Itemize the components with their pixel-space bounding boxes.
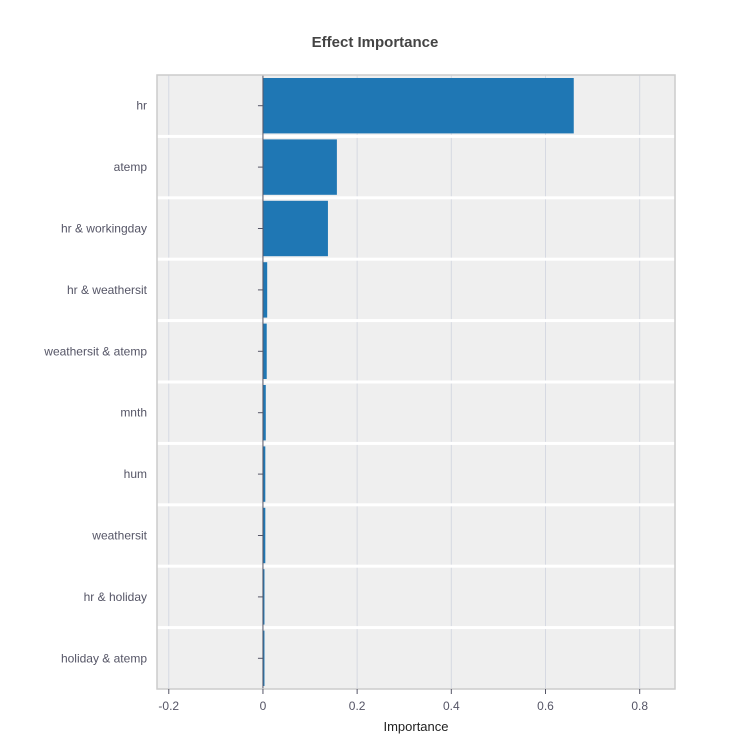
y-tick-label: holiday & atemp	[61, 651, 147, 665]
y-tick-label: hr & weathersit	[67, 283, 148, 297]
band-separator	[157, 380, 675, 384]
band-separator	[157, 196, 675, 200]
y-axis-ticks: hr atemp hr & workingday hr & weathersit wea…	[43, 99, 263, 665]
bar	[262, 385, 266, 441]
chart-title: Effect Importance	[311, 34, 439, 51]
bar	[262, 139, 337, 195]
x-tick-label: -0.2	[158, 699, 179, 713]
x-tick-label: 0.4	[443, 699, 460, 713]
x-axis-ticks: -0.2 0 0.2 0.4 0.6 0.8	[158, 689, 648, 713]
x-tick-label: 0	[260, 699, 267, 713]
band-separator	[157, 441, 675, 445]
y-tick-label: weathersit	[91, 529, 147, 543]
bar	[262, 78, 574, 134]
y-tick-label: hr & workingday	[61, 222, 147, 236]
y-tick-label: hr & holiday	[84, 590, 147, 604]
bar	[262, 507, 266, 564]
band-separator	[157, 564, 675, 568]
category-band-separators	[157, 134, 675, 630]
bar	[262, 569, 265, 625]
x-tick-label: 0.6	[537, 699, 554, 713]
bar	[262, 200, 328, 257]
bars	[262, 78, 574, 686]
band-separator	[157, 626, 675, 630]
y-tick-label: mnth	[120, 406, 147, 420]
y-tick-label: weathersit & atemp	[43, 344, 147, 358]
y-tick-label: atemp	[114, 160, 148, 174]
band-separator	[157, 503, 675, 507]
band-separator	[157, 134, 675, 138]
bar	[262, 323, 267, 379]
y-tick-label: hum	[124, 467, 147, 481]
x-axis-label: Importance	[383, 719, 449, 734]
bar	[262, 262, 268, 318]
x-tick-label: 0.8	[631, 699, 648, 713]
plot-frame	[156, 74, 676, 690]
bar	[262, 446, 266, 502]
x-tick-label: 0.2	[349, 699, 366, 713]
band-separator	[157, 319, 675, 323]
band-separator	[157, 257, 675, 261]
y-tick-label: hr	[136, 99, 147, 113]
bar	[262, 630, 265, 686]
